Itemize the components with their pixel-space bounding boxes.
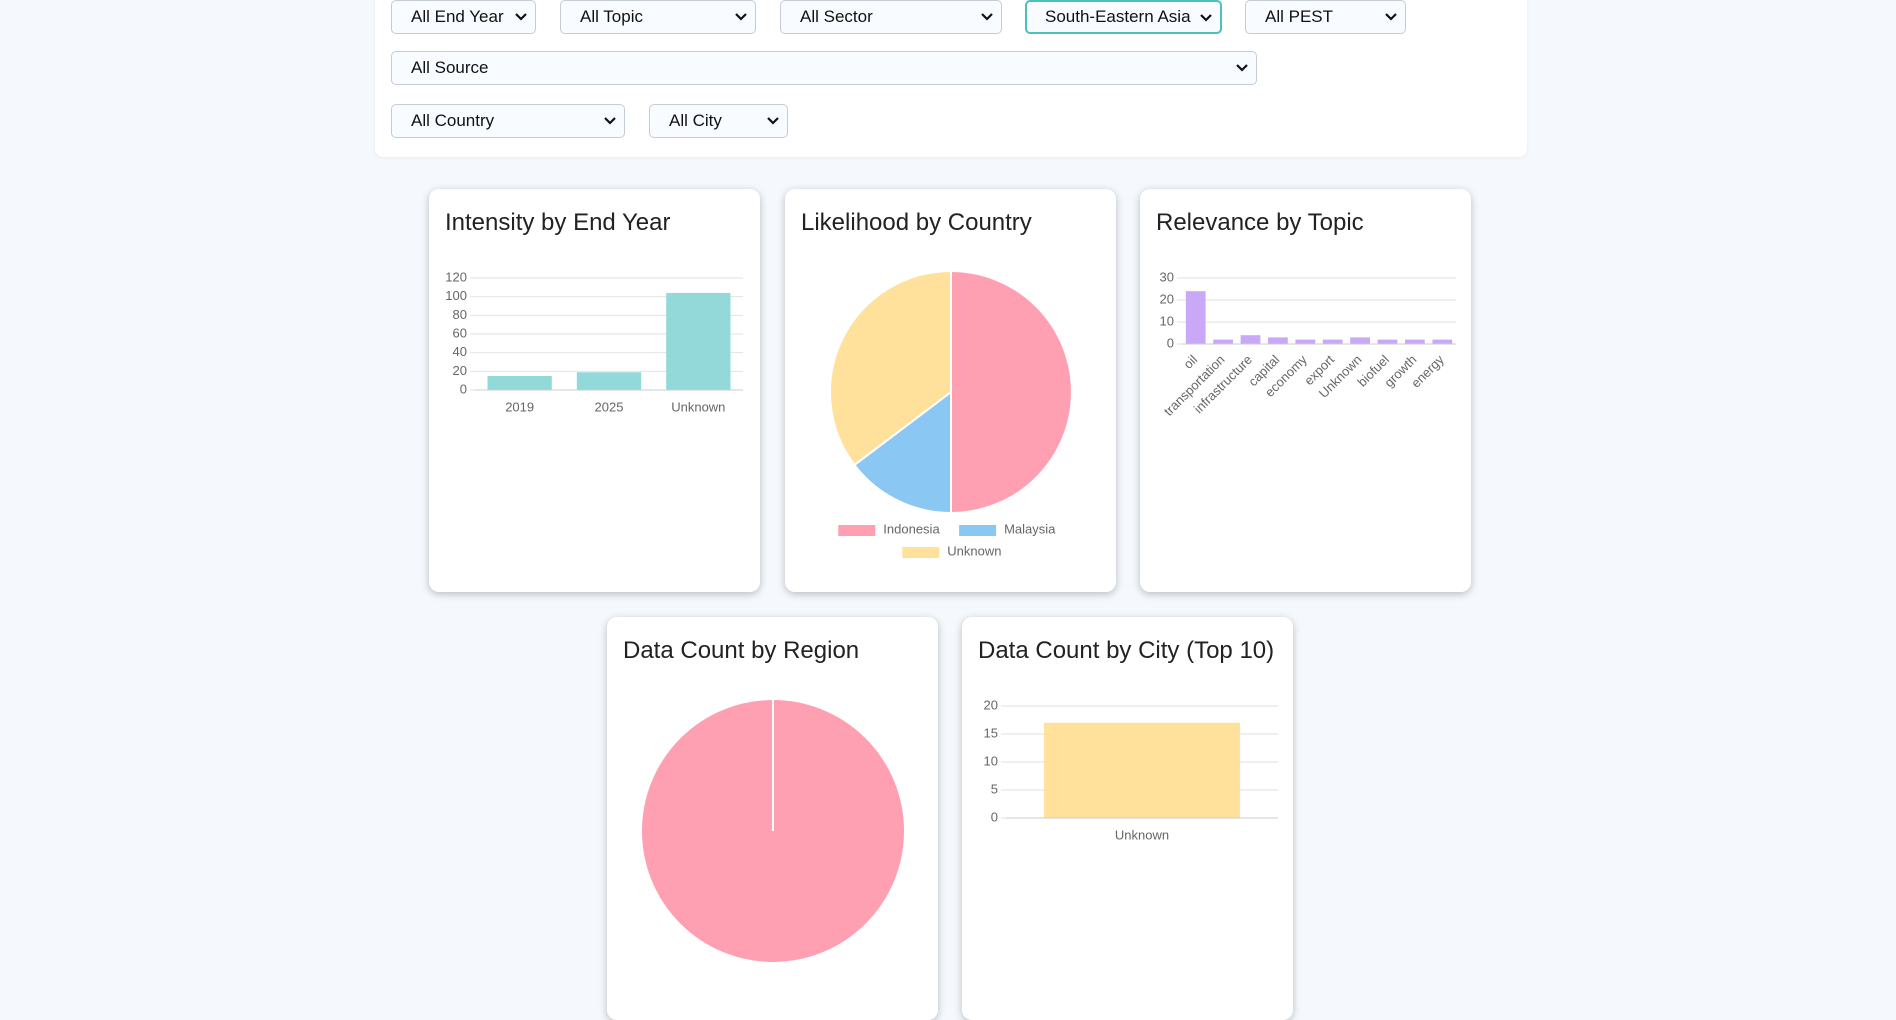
y-tick-label: 15 xyxy=(984,725,998,740)
chevron xyxy=(1200,14,1212,22)
filter-select[interactable]: All End Year xyxy=(391,0,536,34)
chart-card: Intensity by End Year 0 20 40 60 80 100 120 2019… xyxy=(429,189,760,592)
chart-card: Data Count by City (Top 10) 0 5 10 15 20 Unkno… xyxy=(962,617,1293,1020)
y-tick-label: 30 xyxy=(1160,269,1174,284)
bar xyxy=(1240,335,1261,344)
bar xyxy=(487,376,552,390)
filter-select[interactable]: South-Eastern Asia xyxy=(1025,0,1222,34)
chevron xyxy=(981,13,993,21)
x-tick-label: Unknown xyxy=(1115,827,1169,842)
y-tick-label: 0 xyxy=(991,809,998,824)
chart-card: Data Count by Region xyxy=(607,617,938,1020)
legend-swatch xyxy=(902,547,940,558)
chart-title: Data Count by City (Top 10) xyxy=(978,637,1275,664)
pie-slice xyxy=(853,389,952,515)
chevron-icon xyxy=(767,117,779,125)
filter-select[interactable]: All Topic xyxy=(560,0,756,34)
x-tick-label: Unknown xyxy=(671,399,725,414)
chart-card: Likelihood by Country Indonesia Malaysia Un… xyxy=(785,189,1116,592)
bar xyxy=(1268,337,1288,344)
filter-label: South-Eastern Asia xyxy=(1045,7,1191,26)
filter-select[interactable]: All Country xyxy=(391,104,625,138)
filter-select[interactable]: All Source xyxy=(391,51,1257,85)
chart-title: Relevance by Topic xyxy=(1156,209,1364,236)
chart xyxy=(640,698,906,964)
bar xyxy=(1185,291,1206,344)
y-tick-label: 20 xyxy=(984,697,998,712)
bar xyxy=(1295,339,1316,344)
chevron xyxy=(1385,13,1397,21)
chart-title: Data Count by Region xyxy=(623,637,860,664)
legend-label: Indonesia xyxy=(883,521,940,536)
page: All End Year All Topic All Sector South-Eas… xyxy=(391,0,1471,963)
filter-label: All End Year xyxy=(411,7,504,26)
chevron-icon xyxy=(604,117,616,125)
chart: 0 20 40 60 80 100 120 2019 2025 Unknown xyxy=(445,269,743,414)
chevron-icon xyxy=(1236,64,1248,72)
y-tick-label: 20 xyxy=(1160,291,1174,306)
filter-label: All PEST xyxy=(1265,7,1334,26)
chart-card: Relevance by Topic 0 10 20 30 oil transportati… xyxy=(1140,189,1471,592)
y-tick-label: 10 xyxy=(1160,313,1174,328)
filter-label: All City xyxy=(669,111,722,130)
chevron-icon xyxy=(981,13,993,21)
y-tick-label: 0 xyxy=(1167,335,1174,350)
bar xyxy=(1322,339,1343,344)
bar xyxy=(1213,339,1233,344)
chart-title: Intensity by End Year xyxy=(445,209,671,236)
filter-select[interactable]: All Sector xyxy=(780,0,1002,34)
pie-slice xyxy=(829,269,952,467)
filter-label: All Source xyxy=(411,58,489,77)
chevron-icon xyxy=(515,13,527,21)
chevron-icon xyxy=(735,13,747,21)
filter-select[interactable]: All City xyxy=(649,104,788,138)
x-tick-label: 2019 xyxy=(505,399,534,414)
bar xyxy=(1350,337,1370,344)
x-tick-label: oil xyxy=(1180,352,1200,372)
chart-title: Likelihood by Country xyxy=(801,209,1032,236)
chevron xyxy=(515,13,527,21)
chevron-icon xyxy=(1200,14,1212,22)
x-tick-label: 2025 xyxy=(595,399,624,414)
bar xyxy=(1377,339,1398,344)
bar xyxy=(1405,339,1425,344)
y-tick-label: 0 xyxy=(460,381,467,396)
legend-label: Unknown xyxy=(947,543,1001,558)
y-tick-label: 60 xyxy=(453,325,467,340)
chevron-icon xyxy=(1385,13,1397,21)
chevron xyxy=(735,13,747,21)
chart: 0 5 10 15 20 Unknown xyxy=(984,697,1278,842)
y-tick-label: 10 xyxy=(984,753,998,768)
y-tick-label: 40 xyxy=(453,344,467,359)
y-tick-label: 100 xyxy=(445,288,467,303)
filter-label: All Country xyxy=(411,111,495,130)
y-tick-label: 120 xyxy=(445,269,467,284)
chevron xyxy=(604,117,616,125)
bar xyxy=(666,292,731,390)
chevron xyxy=(1236,64,1248,72)
bar xyxy=(1432,339,1453,344)
legend-label: Malaysia xyxy=(1004,521,1056,536)
filter-select[interactable]: All PEST xyxy=(1245,0,1406,34)
y-tick-label: 80 xyxy=(453,307,467,322)
y-tick-label: 20 xyxy=(453,363,467,378)
legend-swatch xyxy=(959,525,997,536)
chevron xyxy=(767,117,779,125)
bar xyxy=(1044,722,1240,818)
bar xyxy=(576,372,642,390)
filter-label: All Topic xyxy=(580,7,643,26)
legend-swatch xyxy=(838,525,876,536)
chart: 0102030oiltransportationinfrastructureca… xyxy=(1160,269,1456,419)
y-tick-label: 5 xyxy=(991,781,998,796)
filter-label: All Sector xyxy=(800,7,873,26)
pie-slice xyxy=(950,269,1073,515)
